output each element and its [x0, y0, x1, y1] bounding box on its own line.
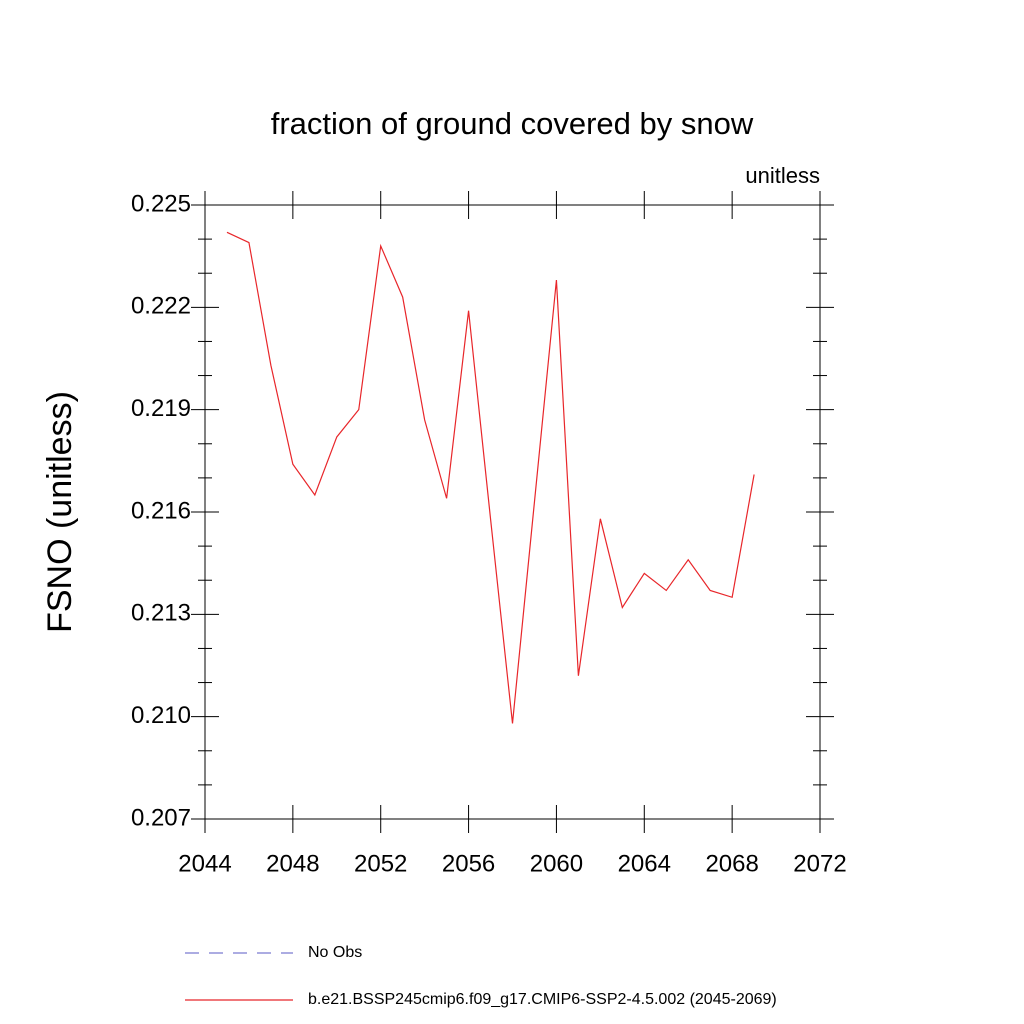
- plot-frame: [204, 204, 821, 820]
- legend-label: No Obs: [308, 944, 362, 961]
- y-tick-label: 0.225: [131, 190, 191, 217]
- y-tick-label: 0.219: [131, 395, 191, 422]
- legend-label: b.e21.BSSP245cmip6.f09_g17.CMIP6-SSP2-4.…: [308, 991, 777, 1008]
- x-tick-label: 2044: [178, 850, 231, 877]
- y-axis-label: FSNO (unitless): [41, 391, 79, 633]
- x-tick-label: 2052: [354, 850, 407, 877]
- y-tick-label: 0.210: [131, 702, 191, 729]
- units-label: unitless: [745, 163, 820, 188]
- x-tick-label: 2064: [618, 850, 671, 877]
- y-tick-label: 0.216: [131, 497, 191, 524]
- x-tick-label: 2060: [530, 850, 583, 877]
- y-tick-label: 0.222: [131, 293, 191, 320]
- chart-title: fraction of ground covered by snow: [271, 106, 754, 141]
- x-tick-label: 2056: [442, 850, 495, 877]
- y-tick-label: 0.207: [131, 804, 191, 831]
- data-line: [226, 231, 755, 724]
- x-tick-label: 2072: [793, 850, 846, 877]
- y-tick-label: 0.213: [131, 600, 191, 627]
- x-tick-label: 2068: [705, 850, 758, 877]
- x-tick-label: 2048: [266, 850, 319, 877]
